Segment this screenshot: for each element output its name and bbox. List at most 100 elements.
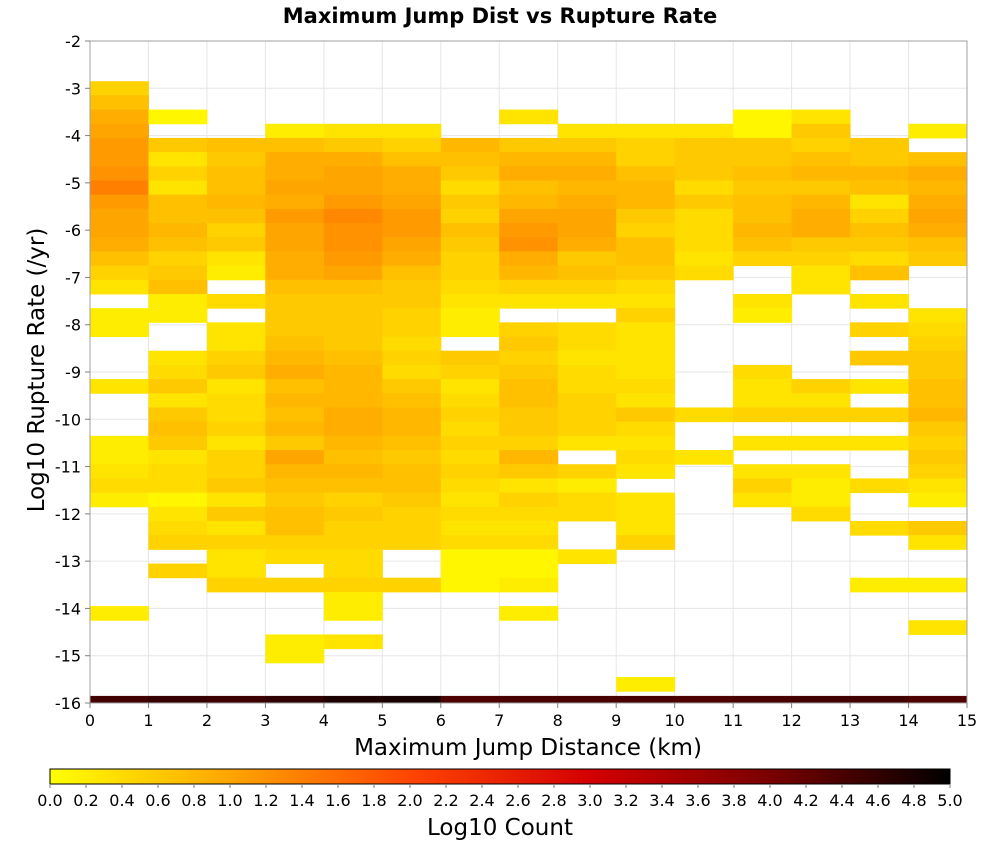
heatmap-cell [557, 208, 617, 224]
heatmap-cell [850, 265, 910, 281]
heatmap-cell [499, 492, 559, 508]
colorbar-tick-label: 0.6 [145, 791, 170, 810]
heatmap-cell [440, 506, 500, 522]
heatmap-cell [908, 322, 968, 338]
heatmap-cell [148, 166, 208, 181]
heatmap-cell [440, 166, 500, 181]
x-tick-label: 11 [723, 711, 743, 730]
heatmap-cell [557, 123, 617, 139]
colorbar-tick-label: 4.6 [865, 791, 890, 810]
heatmap-cell [323, 152, 383, 167]
x-tick-label: 1 [143, 711, 153, 730]
bottom-band [90, 695, 968, 703]
heatmap-cell [90, 464, 149, 479]
heatmap-cell [440, 265, 500, 281]
heatmap-cell [616, 237, 676, 252]
heatmap-cell [557, 464, 617, 479]
heatmap-cell [206, 293, 266, 309]
heatmap-cell [557, 435, 617, 451]
heatmap-cell [265, 208, 325, 224]
heatmap-cell [90, 152, 149, 167]
heatmap-cell [440, 478, 500, 494]
heatmap-cell [265, 194, 325, 210]
heatmap-cell [850, 194, 910, 210]
heatmap-cell [323, 535, 383, 550]
colorbar-tick-label: 2.4 [469, 791, 494, 810]
heatmap-cell [323, 223, 383, 238]
heatmap-cell [206, 208, 266, 224]
heatmap-cell [850, 237, 910, 252]
heatmap-cell [206, 450, 266, 465]
heatmap-cell [499, 336, 559, 352]
bottom-band-cell [323, 695, 383, 703]
bottom-band-cell [908, 695, 968, 703]
heatmap-cell [850, 166, 910, 181]
heatmap-cell [382, 137, 442, 153]
heatmap-cell [850, 577, 910, 593]
heatmap-cell [265, 421, 325, 437]
heatmap-cell [908, 421, 968, 437]
heatmap-cell [733, 166, 793, 181]
heatmap-cell [499, 322, 559, 338]
heatmap-cell [323, 279, 383, 295]
heatmap-cell [557, 478, 617, 494]
y-tick-label: -8 [65, 316, 81, 335]
heatmap-cell [557, 137, 617, 153]
heatmap-cell [148, 492, 208, 508]
y-tick-label: -9 [65, 363, 81, 382]
x-tick-label: 14 [898, 711, 918, 730]
heatmap-cell [616, 322, 676, 338]
heatmap-cell [90, 81, 149, 96]
heatmap-cell [733, 435, 793, 451]
x-tick-label: 9 [611, 711, 621, 730]
heatmap-cell [616, 152, 676, 167]
heatmap-cell [674, 180, 734, 196]
heatmap-cell [557, 379, 617, 394]
heatmap-cell [616, 265, 676, 281]
heatmap-cell [148, 109, 208, 125]
heatmap-cell [616, 293, 676, 309]
heatmap-cell [148, 251, 208, 267]
heatmap-cell [908, 435, 968, 451]
heatmap-cell [499, 535, 559, 550]
heatmap-cell [908, 194, 968, 210]
colorbar-tick-label: 3.0 [577, 791, 602, 810]
heatmap-cell [265, 350, 325, 366]
bottom-band-cell [850, 695, 910, 703]
heatmap-cell [148, 237, 208, 252]
heatmap-cell [616, 520, 676, 536]
heatmap-cell [206, 492, 266, 508]
bottom-band-cell [791, 695, 851, 703]
heatmap-cell [908, 520, 968, 536]
heatmap-cell [908, 379, 968, 394]
heatmap-cell [148, 293, 208, 309]
heatmap-cell [382, 450, 442, 465]
heatmap-cell [791, 379, 851, 394]
heatmap-cell [440, 308, 500, 323]
heatmap-cell [323, 506, 383, 522]
heatmap-cell [499, 506, 559, 522]
y-tick-label: -16 [55, 694, 81, 713]
heatmap-cell [791, 492, 851, 508]
heatmap-cell [323, 478, 383, 494]
heatmap-cell [382, 322, 442, 338]
heatmap-cell [791, 393, 851, 408]
heatmap-cell [382, 393, 442, 408]
colorbar-tick-label: 0.0 [37, 791, 62, 810]
heatmap-cell [499, 520, 559, 536]
colorbar-tick-label: 1.2 [253, 791, 278, 810]
colorbar-tick-label: 1.8 [361, 791, 386, 810]
heatmap-cell [323, 450, 383, 465]
heatmap-cell [90, 492, 149, 508]
heatmap-cell [440, 421, 500, 437]
heatmap-cell [908, 350, 968, 366]
heatmap-cell [206, 336, 266, 352]
heatmap-cell [733, 223, 793, 238]
heatmap-cell [499, 194, 559, 210]
x-tick-label: 10 [664, 711, 684, 730]
heatmap-cell [440, 364, 500, 380]
heatmap-cell [323, 336, 383, 352]
heatmap-cell [499, 407, 559, 423]
heatmap-cell [265, 478, 325, 494]
heatmap-cell [616, 336, 676, 352]
